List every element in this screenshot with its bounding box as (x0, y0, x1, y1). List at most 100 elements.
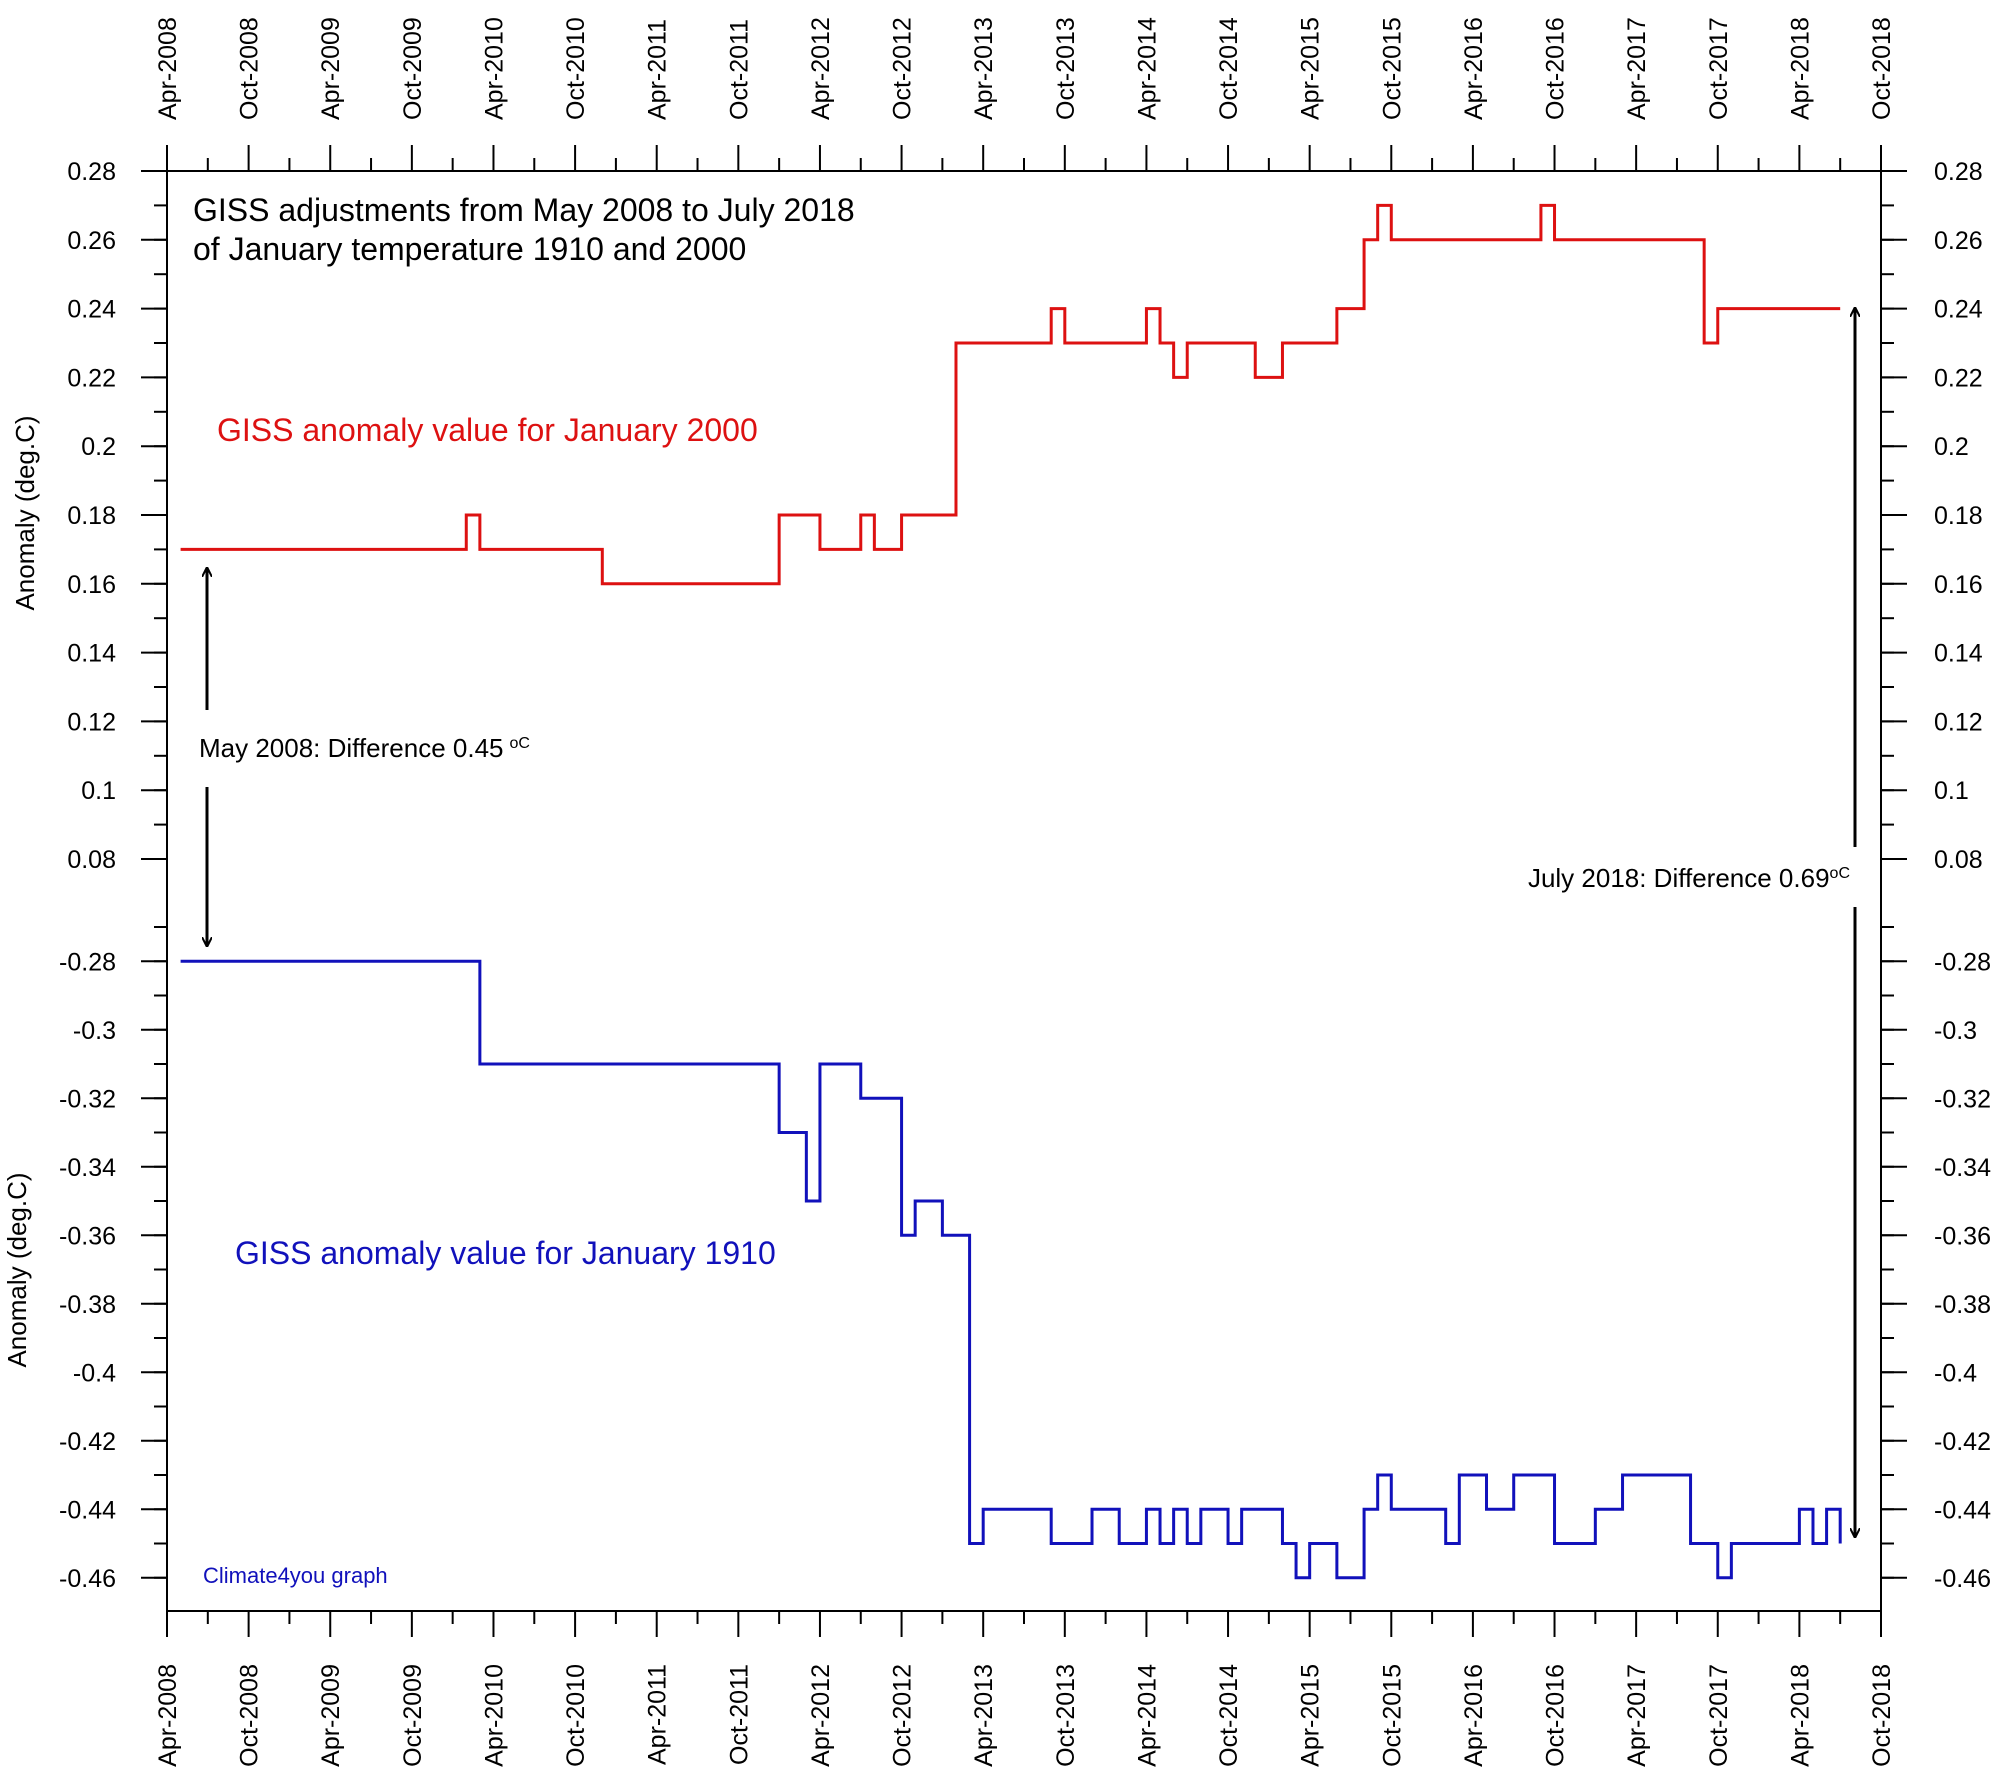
series-line-2000 (180, 203, 1841, 586)
bottom-x-axis: Apr-2008 Oct-2008 Apr-2009 Oct-2009 Apr-2010… (154, 1610, 1896, 1767)
right-y-tick-label: -0.42 (1934, 1428, 1991, 1456)
top-x-tick-label: Oct-2015 (1378, 17, 1406, 120)
bottom-x-tick-label: Oct-2012 (889, 1664, 917, 1767)
bottom-x-tick-label: Oct-2010 (562, 1664, 590, 1767)
bottom-x-tick-label: Apr-2017 (1623, 1664, 1651, 1767)
bottom-x-tick-label: Apr-2018 (1786, 1664, 1814, 1767)
right-y-tick-label: 0.12 (1934, 708, 1983, 736)
top-x-tick-label: Apr-2014 (1133, 17, 1161, 120)
top-x-tick-label: Oct-2016 (1542, 17, 1570, 120)
bottom-x-tick-label: Apr-2011 (644, 1664, 672, 1765)
right-y-tick-label: 0.26 (1934, 227, 1983, 255)
bottom-x-tick-label: Apr-2009 (317, 1664, 345, 1767)
left-y-tick-label: 0.12 (67, 708, 116, 736)
bottom-x-tick-label: Oct-2017 (1705, 1664, 1733, 1767)
right-y-tick-label: 0.22 (1934, 364, 1983, 392)
left-y-tick-label: 0.28 (67, 158, 116, 186)
left-y-tick-label: 0.16 (67, 571, 116, 599)
annotation-may-2008: May 2008: Difference 0.45 oC (199, 733, 530, 763)
bottom-x-tick-label: Oct-2015 (1378, 1664, 1406, 1767)
right-y-tick-label: 0.2 (1934, 433, 1969, 461)
top-x-tick-label: Oct-2011 (725, 19, 753, 120)
top-x-axis: Apr-2008 Oct-2008 Apr-2009 Oct-2009 Apr-2010… (154, 17, 1896, 172)
left-y-tick-label: -0.46 (59, 1565, 116, 1593)
left-y-tick-label: -0.42 (59, 1428, 116, 1456)
top-x-tick-label: Oct-2017 (1705, 17, 1733, 120)
right-y-tick-label: -0.36 (1934, 1222, 1991, 1250)
top-x-tick-label: Apr-2016 (1460, 17, 1488, 120)
series-layer (180, 203, 1842, 1580)
left-y-tick-label: -0.36 (59, 1222, 116, 1250)
upper-y-axis-title: Anomaly (deg.C) (10, 415, 40, 610)
bottom-x-tick-label: Apr-2014 (1133, 1664, 1161, 1767)
credit-text: Climate4you graph (203, 1563, 388, 1588)
left-y-tick-label: 0.14 (67, 640, 116, 668)
top-x-tick-label: Oct-2012 (889, 17, 917, 120)
right-y-tick-label: 0.1 (1934, 777, 1969, 805)
top-x-tick-label: Apr-2011 (644, 19, 672, 120)
top-x-tick-label: Oct-2008 (236, 17, 264, 120)
bottom-x-tick-label: Apr-2012 (807, 1664, 835, 1767)
chart-title-line-1: GISS adjustments from May 2008 to July 2… (193, 192, 855, 228)
bottom-x-tick-label: Oct-2018 (1868, 1664, 1896, 1767)
top-x-tick-label: Apr-2013 (970, 17, 998, 120)
bottom-x-tick-label: Apr-2008 (154, 1664, 182, 1767)
top-x-tick-label: Oct-2018 (1868, 17, 1896, 120)
upper-panel-axes: 0.08 0.08 0.1 0.1 0.12 0.12 0.14 0.14 0.16 0.16 0.… (67, 158, 1982, 874)
bottom-x-tick-label: Oct-2008 (236, 1664, 264, 1767)
top-x-tick-label: Oct-2010 (562, 17, 590, 120)
chart-title-line-2: of January temperature 1910 and 2000 (193, 231, 746, 267)
left-y-tick-label: -0.4 (73, 1359, 116, 1387)
left-y-tick-label: -0.44 (59, 1496, 116, 1524)
right-y-tick-label: -0.38 (1934, 1291, 1991, 1319)
left-y-tick-label: -0.32 (59, 1085, 116, 1113)
right-y-tick-label: 0.14 (1934, 640, 1983, 668)
top-x-tick-label: Apr-2010 (480, 17, 508, 120)
left-y-tick-label: 0.24 (67, 296, 116, 324)
top-x-tick-label: Apr-2017 (1623, 17, 1651, 120)
right-y-tick-label: -0.34 (1934, 1154, 1991, 1182)
right-y-tick-label: 0.18 (1934, 502, 1983, 530)
bottom-x-tick-label: Oct-2016 (1542, 1664, 1570, 1767)
right-y-tick-label: -0.3 (1934, 1017, 1977, 1045)
top-x-tick-label: Apr-2008 (154, 17, 182, 120)
top-x-tick-label: Apr-2015 (1297, 17, 1325, 120)
bottom-x-tick-label: Oct-2014 (1215, 1664, 1243, 1767)
series-line-1910 (180, 959, 1842, 1580)
left-y-tick-label: -0.38 (59, 1291, 116, 1319)
right-y-tick-label: -0.4 (1934, 1359, 1977, 1387)
top-x-tick-label: Oct-2014 (1215, 17, 1243, 120)
left-y-tick-label: -0.28 (59, 948, 116, 976)
right-y-tick-label: 0.28 (1934, 158, 1983, 186)
left-y-tick-label: 0.18 (67, 502, 116, 530)
left-y-tick-label: 0.22 (67, 364, 116, 392)
lower-panel-axes: -0.28 -0.28 -0.3 -0.3 -0.32 -0.32 -0.34 -0.34 -0… (59, 926, 1991, 1611)
top-x-tick-label: Apr-2012 (807, 17, 835, 120)
bottom-x-tick-label: Oct-2013 (1052, 1664, 1080, 1767)
bottom-x-tick-label: Apr-2015 (1297, 1664, 1325, 1767)
right-y-tick-label: 0.16 (1934, 571, 1983, 599)
right-y-tick-label: 0.08 (1934, 846, 1983, 874)
right-y-tick-label: 0.24 (1934, 296, 1983, 324)
bottom-x-tick-label: Oct-2011 (725, 1664, 753, 1765)
lower-y-axis-title: Anomaly (deg.C) (2, 1172, 32, 1367)
series-label-2000: GISS anomaly value for January 2000 (217, 412, 758, 448)
left-y-tick-label: -0.3 (73, 1017, 116, 1045)
top-x-tick-label: Oct-2009 (399, 17, 427, 120)
right-y-tick-label: -0.32 (1934, 1085, 1991, 1113)
right-y-tick-label: -0.46 (1934, 1565, 1991, 1593)
top-x-tick-label: Apr-2018 (1786, 17, 1814, 120)
top-x-tick-label: Apr-2009 (317, 17, 345, 120)
annotation-july-2018: July 2018: Difference 0.69oC (1528, 863, 1850, 893)
series-label-1910: GISS anomaly value for January 1910 (235, 1235, 776, 1271)
right-y-tick-label: -0.44 (1934, 1496, 1991, 1524)
left-y-tick-label: 0.26 (67, 227, 116, 255)
left-y-tick-label: 0.08 (67, 846, 116, 874)
left-y-tick-label: 0.2 (81, 433, 116, 461)
left-y-tick-label: 0.1 (81, 777, 116, 805)
bottom-x-tick-label: Apr-2013 (970, 1664, 998, 1767)
bottom-x-tick-label: Oct-2009 (399, 1664, 427, 1767)
left-y-tick-label: -0.34 (59, 1154, 116, 1182)
top-x-tick-label: Oct-2013 (1052, 17, 1080, 120)
